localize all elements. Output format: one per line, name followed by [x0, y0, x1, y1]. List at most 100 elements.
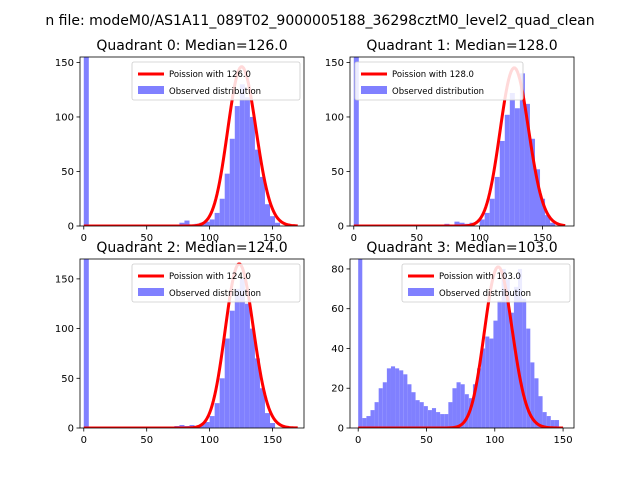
- axes-frame: [79, 258, 305, 429]
- histogram-bar: [499, 140, 505, 226]
- histogram-bar: [214, 212, 220, 226]
- x-tick-label: 0: [355, 435, 361, 446]
- y-tick-label: 60: [331, 304, 344, 315]
- histogram-bar: [254, 149, 260, 226]
- legend-bar-swatch: [408, 288, 434, 296]
- histogram-bar: [444, 414, 449, 428]
- histogram-bar: [270, 216, 276, 226]
- histogram-bar: [464, 394, 469, 428]
- plot-area-0: [83, 57, 298, 226]
- histogram-bar: [519, 73, 525, 226]
- histogram-bar: [545, 215, 551, 226]
- histogram-bar: [448, 402, 453, 428]
- legend-bar-swatch: [138, 288, 164, 296]
- x-tick-label: 0: [81, 435, 87, 446]
- histogram-bar: [204, 422, 210, 428]
- histogram-bar: [534, 169, 541, 226]
- legend-box: [131, 61, 301, 101]
- histogram-bar: [538, 396, 543, 428]
- histogram-bar: [219, 198, 225, 226]
- histogram-bar: [522, 298, 527, 428]
- histogram-bar: [209, 219, 215, 226]
- y-tick-label: 40: [331, 344, 344, 355]
- panel-title: Quadrant 0: Median=126.0: [96, 38, 287, 54]
- x-tick-label: 100: [200, 435, 219, 446]
- histogram-bar: [382, 382, 387, 428]
- histogram-bar: [440, 414, 445, 428]
- histogram-bar: [550, 222, 556, 226]
- histogram-bar: [366, 416, 371, 428]
- histogram-bar: [554, 420, 559, 428]
- legend-bar-swatch: [138, 86, 164, 94]
- y-tick-label: 150: [325, 58, 344, 69]
- histogram-bar: [204, 221, 210, 226]
- legend-label: Observed distribution: [392, 87, 484, 97]
- histogram-bar: [83, 259, 89, 428]
- histogram-bar: [415, 400, 420, 428]
- histogram-bar: [407, 384, 412, 428]
- y-tick-label: 0: [338, 424, 344, 435]
- histogram-bar: [524, 103, 530, 226]
- histogram-bar: [390, 366, 396, 428]
- y-tick-label: 20: [331, 384, 344, 395]
- panel-title: Quadrant 2: Median=124.0: [96, 240, 287, 256]
- histogram-bar: [518, 268, 523, 428]
- histogram-bar: [378, 388, 383, 428]
- histogram-bar: [505, 278, 510, 428]
- y-tick-label: 100: [325, 112, 344, 123]
- histogram-bar: [386, 368, 391, 428]
- y-tick-label: 0: [68, 222, 74, 233]
- histogram-bar: [542, 412, 547, 428]
- x-tick-label: 150: [263, 435, 282, 446]
- histogram-bar: [244, 303, 250, 428]
- histogram-bar: [358, 259, 363, 428]
- axes-frame: [349, 258, 575, 429]
- histogram-bar: [229, 138, 235, 226]
- histogram-bar: [399, 370, 404, 428]
- panel-2: 0 50 100 150 0 50 100 150 Quadrant 2: Median=124…: [55, 240, 305, 446]
- y-tick-label: 0: [338, 222, 344, 233]
- histogram-bar: [270, 423, 276, 428]
- histogram-bar: [514, 108, 520, 226]
- histogram-bar: [224, 338, 230, 428]
- x-tick-label: 150: [554, 435, 573, 446]
- y-tick-label: 80: [331, 264, 344, 275]
- legend-label: Observed distribution: [169, 289, 261, 299]
- legend-label: Poission with 126.0: [169, 70, 251, 80]
- histogram-bar: [431, 408, 437, 428]
- y-tick-label: 100: [55, 324, 74, 335]
- histogram-bar: [534, 378, 539, 428]
- histogram-bar: [353, 57, 359, 226]
- y-tick-label: 150: [55, 58, 74, 69]
- histogram-bar: [477, 368, 482, 428]
- histogram-bar: [219, 378, 225, 428]
- histogram-bar: [209, 416, 215, 428]
- plot-area-3: [358, 259, 564, 428]
- legend-label: Poission with 124.0: [169, 272, 251, 282]
- histogram-bar: [403, 374, 408, 428]
- panel-3: 0 50 100 150 0 20 40 60 80 Quadrant 3: Median=103…: [331, 240, 575, 446]
- histogram-bar: [489, 198, 495, 226]
- legend-label: Observed distribution: [169, 87, 261, 97]
- histogram-bar: [489, 338, 494, 428]
- histogram-bar: [244, 97, 250, 226]
- histogram-bar: [460, 384, 465, 428]
- histogram-bar: [254, 358, 260, 428]
- axes-frame: [79, 56, 305, 227]
- histogram-bar: [224, 173, 230, 226]
- x-tick-label: 0: [351, 233, 357, 244]
- legend-label: Observed distribution: [439, 289, 531, 299]
- histogram-bar: [419, 402, 424, 428]
- histogram-bar: [485, 336, 490, 428]
- histogram-bar: [229, 310, 235, 428]
- x-tick-label: 100: [200, 233, 219, 244]
- histogram-bar: [362, 418, 367, 428]
- histogram-bar: [529, 138, 535, 226]
- x-tick-label: 50: [420, 435, 433, 446]
- x-tick-label: 50: [140, 435, 153, 446]
- panel-title: Quadrant 3: Median=103.0: [366, 240, 557, 256]
- histogram-bar: [264, 413, 271, 428]
- histogram-bar: [239, 278, 245, 428]
- histogram-bar: [423, 406, 428, 428]
